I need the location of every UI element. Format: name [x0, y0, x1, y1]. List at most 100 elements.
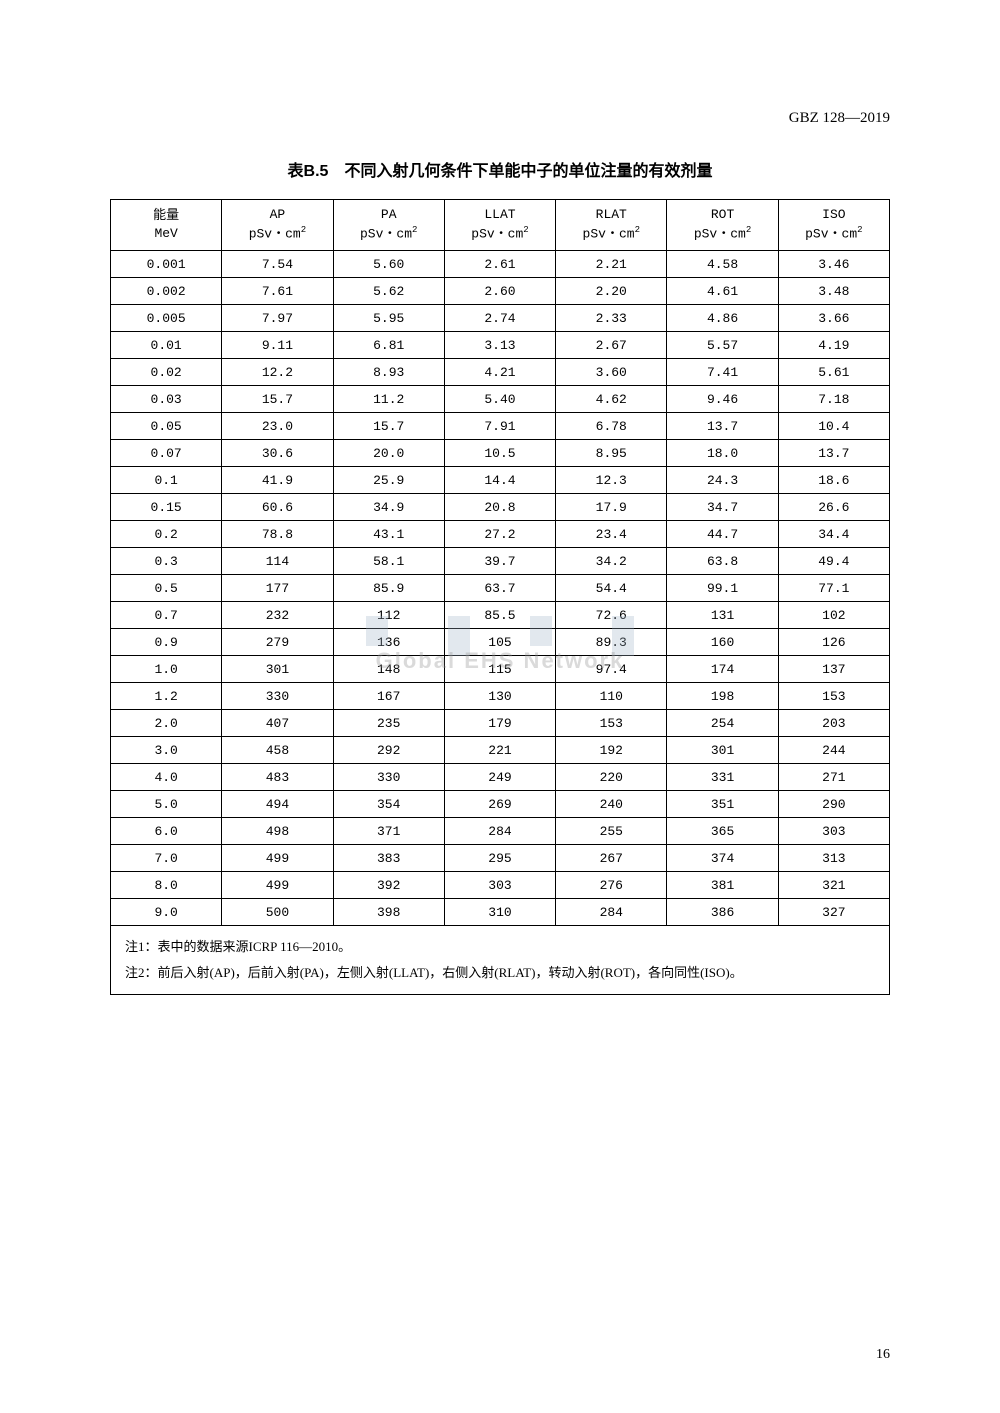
table-cell: 26.6	[778, 494, 889, 521]
table-cell: 310	[444, 899, 555, 926]
table-cell: 330	[222, 683, 333, 710]
table-cell: 327	[778, 899, 889, 926]
table-cell: 27.2	[444, 521, 555, 548]
table-cell: 24.3	[667, 467, 778, 494]
table-row: 2.0407235179153254203	[111, 710, 890, 737]
table-row: 0.0523.015.77.916.7813.710.4	[111, 413, 890, 440]
table-cell: 34.9	[333, 494, 444, 521]
table-cell: 177	[222, 575, 333, 602]
column-label: LLAT	[447, 206, 553, 224]
table-title: 表B.5 不同入射几何条件下单能中子的单位注量的有效剂量	[100, 157, 900, 181]
table-row: 0.0730.620.010.58.9518.013.7	[111, 440, 890, 467]
table-cell: 136	[333, 629, 444, 656]
table-row: 0.0057.975.952.742.334.863.66	[111, 305, 890, 332]
table-cell: 0.7	[111, 602, 222, 629]
table-cell: 5.0	[111, 791, 222, 818]
table-cell: 351	[667, 791, 778, 818]
table-cell: 2.21	[556, 251, 667, 278]
table-cell: 54.4	[556, 575, 667, 602]
table-cell: 7.54	[222, 251, 333, 278]
table-cell: 18.0	[667, 440, 778, 467]
column-label: 能量	[113, 207, 219, 225]
column-unit: pSv・cm2	[669, 224, 775, 244]
table-cell: 232	[222, 602, 333, 629]
table-cell: 0.005	[111, 305, 222, 332]
table-cell: 4.0	[111, 764, 222, 791]
table-cell: 114	[222, 548, 333, 575]
table-cell: 12.2	[222, 359, 333, 386]
table-cell: 2.20	[556, 278, 667, 305]
table-row: 0.0027.615.622.602.204.613.48	[111, 278, 890, 305]
table-cell: 381	[667, 872, 778, 899]
table-row: 5.0494354269240351290	[111, 791, 890, 818]
table-cell: 102	[778, 602, 889, 629]
table-cell: 6.81	[333, 332, 444, 359]
table-cell: 179	[444, 710, 555, 737]
page-number: 16	[876, 1347, 890, 1363]
table-cell: 131	[667, 602, 778, 629]
table-cell: 153	[556, 710, 667, 737]
table-cell: 23.0	[222, 413, 333, 440]
table-cell: 0.3	[111, 548, 222, 575]
table-cell: 3.46	[778, 251, 889, 278]
table-cell: 8.95	[556, 440, 667, 467]
column-unit: pSv・cm2	[447, 224, 553, 244]
table-cell: 17.9	[556, 494, 667, 521]
table-cell: 77.1	[778, 575, 889, 602]
table-cell: 295	[444, 845, 555, 872]
column-label: ISO	[781, 206, 887, 224]
table-cell: 7.61	[222, 278, 333, 305]
table-cell: 279	[222, 629, 333, 656]
table-cell: 63.8	[667, 548, 778, 575]
table-cell: 1.2	[111, 683, 222, 710]
table-cell: 9.46	[667, 386, 778, 413]
table-cell: 2.60	[444, 278, 555, 305]
table-cell: 365	[667, 818, 778, 845]
table-row: 0.927913610589.3160126	[111, 629, 890, 656]
table-cell: 20.0	[333, 440, 444, 467]
table-cell: 383	[333, 845, 444, 872]
table-cell: 5.40	[444, 386, 555, 413]
table-cell: 34.7	[667, 494, 778, 521]
table-cell: 10.5	[444, 440, 555, 467]
table-cell: 10.4	[778, 413, 889, 440]
table-cell: 4.19	[778, 332, 889, 359]
table-cell: 115	[444, 656, 555, 683]
table-row: 0.0315.711.25.404.629.467.18	[111, 386, 890, 413]
table-cell: 2.74	[444, 305, 555, 332]
column-unit: pSv・cm2	[224, 224, 330, 244]
table-cell: 7.18	[778, 386, 889, 413]
table-cell: 0.1	[111, 467, 222, 494]
table-cell: 499	[222, 845, 333, 872]
table-cell: 5.62	[333, 278, 444, 305]
table-cell: 220	[556, 764, 667, 791]
table-cell: 4.61	[667, 278, 778, 305]
table-cell: 6.78	[556, 413, 667, 440]
table-cell: 499	[222, 872, 333, 899]
table-cell: 9.11	[222, 332, 333, 359]
table-cell: 290	[778, 791, 889, 818]
note-line: 注1：表中的数据来源ICRP 116—2010。	[125, 934, 875, 960]
table-row: 4.0483330249220331271	[111, 764, 890, 791]
table-cell: 63.7	[444, 575, 555, 602]
table-cell: 276	[556, 872, 667, 899]
table-cell: 148	[333, 656, 444, 683]
table-cell: 0.15	[111, 494, 222, 521]
table-cell: 398	[333, 899, 444, 926]
column-label: ROT	[669, 206, 775, 224]
table-cell: 11.2	[333, 386, 444, 413]
table-row: 0.141.925.914.412.324.318.6	[111, 467, 890, 494]
table-cell: 34.4	[778, 521, 889, 548]
table-cell: 7.0	[111, 845, 222, 872]
table-cell: 105	[444, 629, 555, 656]
table-cell: 8.0	[111, 872, 222, 899]
table-row: 6.0498371284255365303	[111, 818, 890, 845]
table-cell: 301	[222, 656, 333, 683]
table-cell: 13.7	[778, 440, 889, 467]
table-cell: 85.9	[333, 575, 444, 602]
column-header: ISOpSv・cm2	[778, 200, 889, 251]
table-cell: 386	[667, 899, 778, 926]
table-cell: 292	[333, 737, 444, 764]
table-cell: 7.97	[222, 305, 333, 332]
table-cell: 494	[222, 791, 333, 818]
